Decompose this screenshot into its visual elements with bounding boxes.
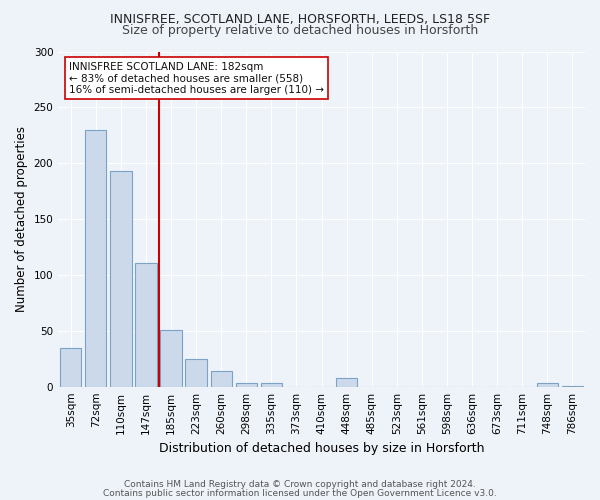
Bar (60, 348, 82, 387)
Text: Contains public sector information licensed under the Open Government Licence v3: Contains public sector information licen… (103, 488, 497, 498)
Bar (110, 171, 131, 386)
Bar (211, 371, 232, 386)
Bar (236, 384, 257, 386)
X-axis label: Distribution of detached houses by size in Horsforth: Distribution of detached houses by size … (159, 442, 484, 455)
Bar (261, 384, 282, 386)
Bar (336, 378, 358, 386)
Text: Size of property relative to detached houses in Horsforth: Size of property relative to detached ho… (122, 24, 478, 37)
Text: INNISFREE SCOTLAND LANE: 182sqm
← 83% of detached houses are smaller (558)
16% o: INNISFREE SCOTLAND LANE: 182sqm ← 83% of… (69, 62, 324, 95)
Bar (136, 262, 157, 386)
Bar (185, 358, 207, 386)
Y-axis label: Number of detached properties: Number of detached properties (15, 126, 28, 312)
Text: Contains HM Land Registry data © Crown copyright and database right 2024.: Contains HM Land Registry data © Crown c… (124, 480, 476, 489)
Text: INNISFREE, SCOTLAND LANE, HORSFORTH, LEEDS, LS18 5SF: INNISFREE, SCOTLAND LANE, HORSFORTH, LEE… (110, 12, 490, 26)
Bar (537, 384, 558, 386)
Bar (85, 130, 106, 386)
Bar (160, 330, 182, 386)
